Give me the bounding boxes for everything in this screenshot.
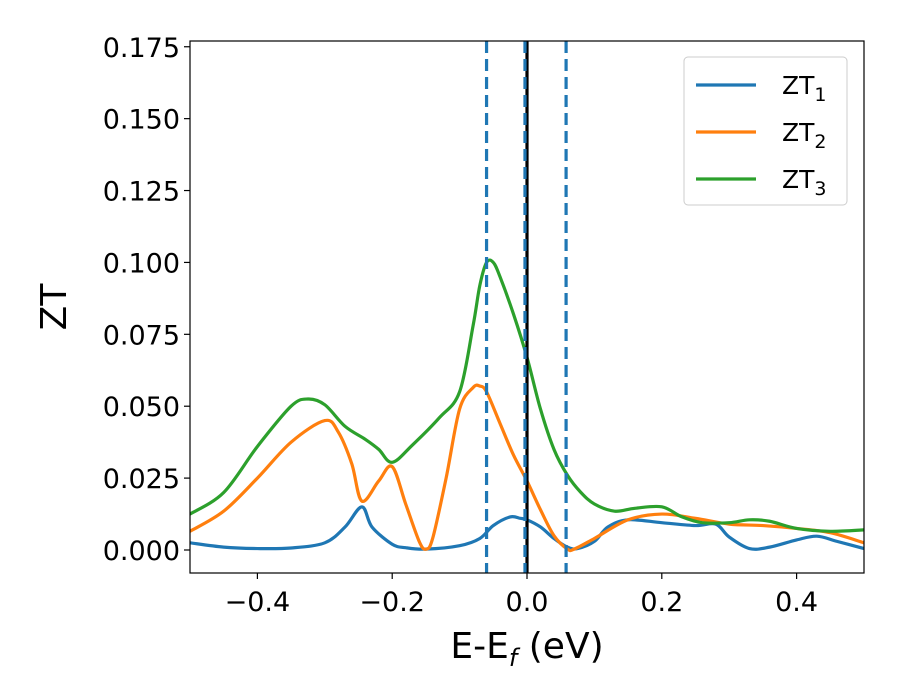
legend-label: ZT2 xyxy=(782,118,827,153)
x-tick-label: 0.4 xyxy=(775,587,818,618)
legend-label: ZT3 xyxy=(782,165,827,200)
vertical-lines-layer xyxy=(484,41,568,573)
y-tick-label: 0.175 xyxy=(103,33,180,64)
series-line-zt3 xyxy=(190,258,864,533)
x-tick-label: 0.0 xyxy=(506,587,549,618)
y-tick-label: 0.075 xyxy=(103,320,180,351)
x-tick-label: −0.2 xyxy=(359,587,425,618)
y-tick-label: 0.000 xyxy=(103,536,180,567)
y-tick-label: 0.125 xyxy=(103,177,180,208)
legend-item-zt1: ZT1 xyxy=(696,71,827,106)
series-line-zt2 xyxy=(190,383,864,553)
y-tick-label: 0.150 xyxy=(103,105,180,136)
series-layer xyxy=(190,258,864,553)
y-tick-label: 0.100 xyxy=(103,248,180,279)
legend-item-zt3: ZT3 xyxy=(696,165,827,200)
legend-item-zt2: ZT2 xyxy=(696,118,827,153)
legend-label: ZT1 xyxy=(782,71,827,106)
y-tick-label: 0.050 xyxy=(103,392,180,423)
legend-box xyxy=(683,56,848,206)
y-axis-label: ZT xyxy=(34,283,75,331)
y-tick-label: 0.025 xyxy=(103,464,180,495)
x-tick-label: 0.2 xyxy=(640,587,683,618)
series-line-zt1 xyxy=(190,505,864,551)
y-axis-ticks: 0.000 0.025 0.050 0.075 0.100 0.125 0.150 0.175 xyxy=(103,33,190,567)
x-axis-label: E-Ef (eV) xyxy=(450,626,603,672)
x-axis-ticks: −0.4 −0.2 0.0 0.2 0.4 xyxy=(225,573,818,618)
legend: ZT1 ZT2 ZT3 xyxy=(683,56,848,206)
x-tick-label: −0.4 xyxy=(225,587,291,618)
